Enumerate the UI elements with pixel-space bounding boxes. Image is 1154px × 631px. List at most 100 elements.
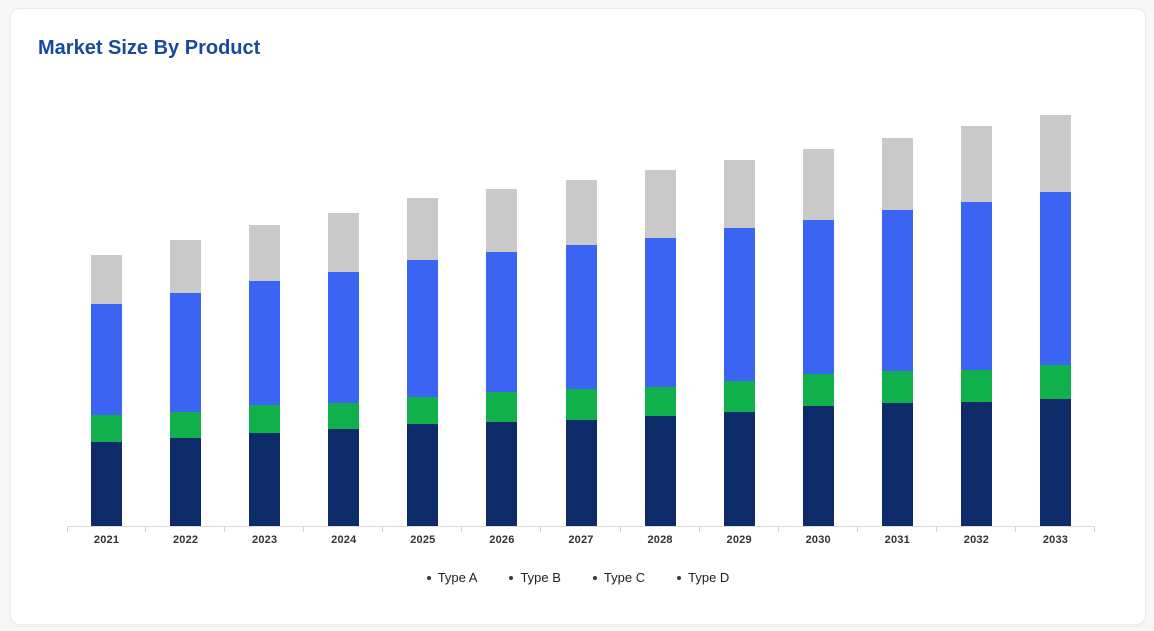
- bar-2026-segment-type-a[interactable]: [486, 422, 518, 526]
- bar-2027[interactable]: [565, 180, 597, 526]
- bar-2029-segment-type-a[interactable]: [723, 412, 755, 526]
- bar-2028-segment-type-d[interactable]: [644, 170, 676, 238]
- bar-2033[interactable]: [1039, 115, 1071, 526]
- legend-marker-icon: [426, 575, 431, 580]
- x-label-2033: 2033: [1042, 534, 1069, 546]
- bar-2032-segment-type-b[interactable]: [960, 370, 992, 402]
- bar-2032[interactable]: [960, 126, 992, 526]
- bar-2030-segment-type-c[interactable]: [802, 220, 834, 374]
- bar-2028-segment-type-c[interactable]: [644, 238, 676, 387]
- bar-2027-segment-type-d[interactable]: [565, 180, 597, 245]
- bar-2024-segment-type-c[interactable]: [328, 272, 360, 403]
- bar-2030-segment-type-b[interactable]: [802, 374, 834, 406]
- bar-2026-segment-type-c[interactable]: [486, 252, 518, 392]
- bar-2022-segment-type-b[interactable]: [170, 412, 202, 438]
- bar-2021-segment-type-a[interactable]: [91, 442, 123, 526]
- bar-2026[interactable]: [486, 189, 518, 526]
- legend-label: Type C: [603, 570, 646, 585]
- bar-group-2027: [541, 66, 621, 532]
- legend-item-type-b[interactable]: Type B: [509, 570, 561, 585]
- bar-2022[interactable]: [170, 240, 202, 526]
- bar-2032-segment-type-d[interactable]: [960, 126, 992, 202]
- bar-2033-segment-type-c[interactable]: [1039, 192, 1071, 365]
- bar-group-2021: [67, 66, 147, 532]
- bar-2023[interactable]: [249, 225, 281, 526]
- bar-2024-segment-type-d[interactable]: [328, 213, 360, 272]
- bar-2028[interactable]: [644, 170, 676, 526]
- bar-2033-segment-type-d[interactable]: [1039, 115, 1071, 192]
- bar-2030-segment-type-d[interactable]: [802, 149, 834, 220]
- legend-item-type-d[interactable]: Type D: [677, 570, 729, 585]
- bar-2021[interactable]: [91, 255, 123, 526]
- x-label-2028: 2028: [647, 534, 673, 546]
- bar-2033-segment-type-a[interactable]: [1039, 399, 1071, 526]
- bar-group-2029: [700, 66, 779, 532]
- legend-marker-icon: [509, 575, 514, 580]
- bar-group-2032: [937, 66, 1017, 532]
- bar-2028-segment-type-a[interactable]: [644, 416, 676, 526]
- bar-2021-segment-type-b[interactable]: [91, 415, 123, 442]
- bar-2022-segment-type-c[interactable]: [170, 293, 202, 412]
- bar-group-2028: [621, 66, 700, 532]
- bar-2022-segment-type-a[interactable]: [170, 438, 202, 526]
- legend-marker-icon: [677, 575, 682, 580]
- bar-2027-segment-type-a[interactable]: [565, 420, 597, 526]
- bar-2032-segment-type-c[interactable]: [960, 202, 992, 370]
- legend-label: Type B: [520, 570, 561, 585]
- bar-2025-segment-type-d[interactable]: [407, 198, 439, 260]
- x-label-2027: 2027: [568, 534, 594, 546]
- bar-2031[interactable]: [881, 138, 913, 526]
- bar-2033-segment-type-b[interactable]: [1039, 365, 1071, 399]
- legend-item-type-c[interactable]: Type C: [592, 570, 646, 585]
- x-label-2022: 2022: [172, 534, 199, 546]
- bar-2031-segment-type-c[interactable]: [881, 210, 913, 371]
- bar-2027-segment-type-b[interactable]: [565, 389, 597, 420]
- bar-2031-segment-type-d[interactable]: [881, 138, 913, 210]
- bar-2029-segment-type-b[interactable]: [723, 381, 755, 412]
- bar-group-2031: [858, 66, 937, 532]
- bar-2025-segment-type-a[interactable]: [407, 424, 439, 526]
- legend-label: Type A: [437, 570, 478, 585]
- bar-2029-segment-type-c[interactable]: [723, 228, 755, 381]
- bar-2031-segment-type-a[interactable]: [881, 403, 913, 526]
- bar-2029[interactable]: [723, 160, 755, 526]
- bar-group-2023: [225, 66, 305, 532]
- x-label-2023: 2023: [252, 534, 278, 546]
- bar-2024[interactable]: [328, 213, 360, 526]
- bar-2028-segment-type-b[interactable]: [644, 387, 676, 416]
- bar-2025[interactable]: [407, 198, 439, 526]
- x-label-2025: 2025: [410, 534, 436, 546]
- bar-2024-segment-type-a[interactable]: [328, 429, 360, 526]
- x-label-2032: 2032: [963, 534, 990, 546]
- bar-2030[interactable]: [802, 149, 834, 526]
- legend-item-type-a[interactable]: Type A: [426, 570, 478, 585]
- bar-group-2025: [383, 66, 463, 532]
- bar-2026-segment-type-b[interactable]: [486, 392, 518, 422]
- x-label-2029: 2029: [726, 534, 752, 546]
- bar-2023-segment-type-c[interactable]: [249, 281, 281, 405]
- x-label-2026: 2026: [489, 534, 515, 546]
- bar-2021-segment-type-c[interactable]: [91, 304, 123, 415]
- bar-2024-segment-type-b[interactable]: [328, 403, 360, 429]
- bar-2023-segment-type-b[interactable]: [249, 405, 281, 433]
- x-label-2024: 2024: [331, 534, 357, 546]
- bar-2023-segment-type-a[interactable]: [249, 433, 281, 526]
- bar-2031-segment-type-b[interactable]: [881, 371, 913, 403]
- bar-2025-segment-type-b[interactable]: [407, 397, 439, 424]
- bar-2032-segment-type-a[interactable]: [960, 402, 992, 526]
- bar-2021-segment-type-d[interactable]: [91, 255, 123, 304]
- chart-legend: Type A Type B Type C Type D: [11, 570, 1145, 585]
- legend-marker-icon: [592, 575, 597, 580]
- bar-group-2033: [1016, 66, 1096, 532]
- bar-2029-segment-type-d[interactable]: [723, 160, 755, 228]
- bar-2025-segment-type-c[interactable]: [407, 260, 439, 397]
- bar-2027-segment-type-c[interactable]: [565, 245, 597, 389]
- x-label-2030: 2030: [805, 534, 831, 546]
- bar-group-2026: [462, 66, 542, 532]
- bar-2030-segment-type-a[interactable]: [802, 406, 834, 526]
- legend-label: Type D: [688, 570, 730, 585]
- bar-2023-segment-type-d[interactable]: [249, 225, 281, 281]
- bar-2022-segment-type-d[interactable]: [170, 240, 202, 293]
- bar-2026-segment-type-d[interactable]: [486, 189, 518, 252]
